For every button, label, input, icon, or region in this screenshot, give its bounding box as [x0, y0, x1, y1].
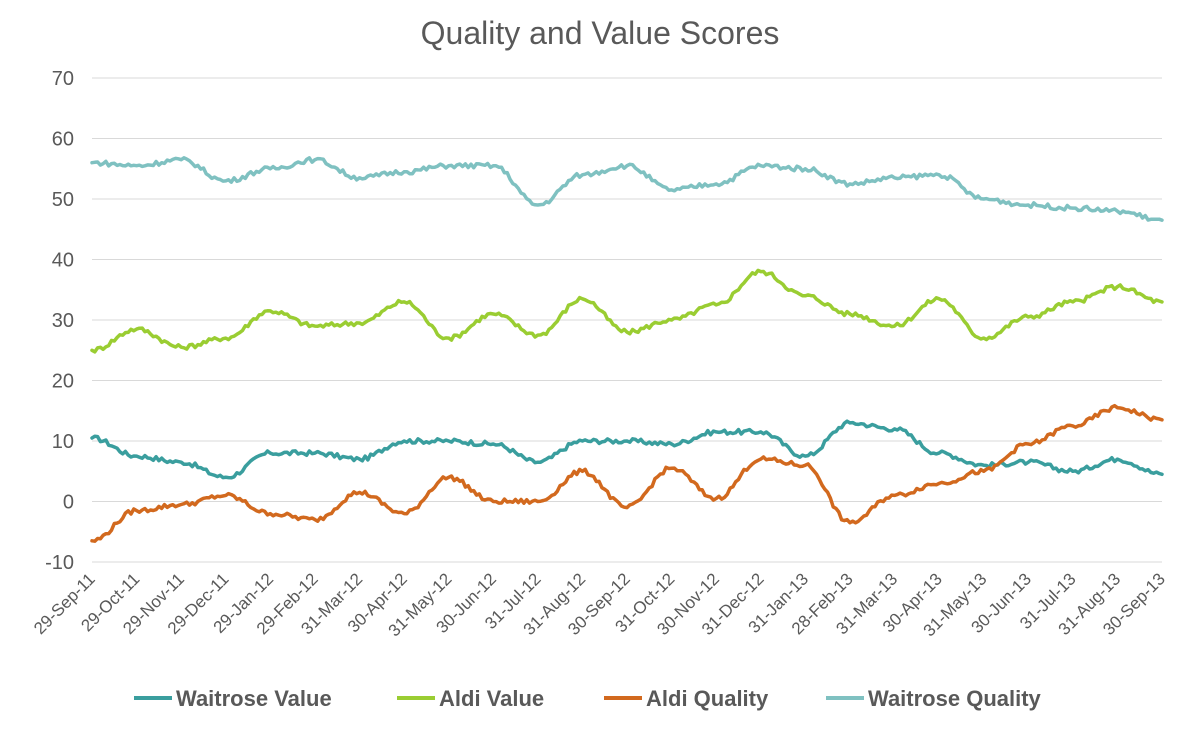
- legend: Waitrose Value Aldi Value Aldi Quality Wait…: [134, 686, 1042, 711]
- chart-title: Quality and Value Scores: [421, 15, 780, 51]
- y-tick-label: 0: [63, 492, 74, 514]
- series-lines: [90, 156, 1164, 543]
- y-tick-label: 70: [52, 68, 74, 90]
- x-axis-ticks: 29-Sep-1129-Oct-1129-Nov-1129-Dec-1129-J…: [30, 569, 1169, 640]
- y-tick-label: 30: [52, 310, 74, 332]
- y-axis-ticks: -10 0 10 20 30 40 50 60 70: [45, 68, 74, 574]
- legend-label: Aldi Value: [439, 686, 544, 711]
- legend-label: Waitrose Value: [176, 686, 332, 711]
- y-tick-label: 40: [52, 250, 74, 272]
- y-tick-label: 20: [52, 371, 74, 393]
- y-tick-label: 50: [52, 189, 74, 211]
- y-tick-label: -10: [45, 552, 74, 574]
- y-tick-label: 10: [52, 431, 74, 453]
- legend-label: Waitrose Quality: [868, 686, 1042, 711]
- series-line: [90, 403, 1164, 543]
- series-line: [90, 156, 1164, 222]
- series-line: [90, 268, 1164, 354]
- series-line: [90, 419, 1164, 480]
- y-tick-label: 60: [52, 129, 74, 151]
- legend-label: Aldi Quality: [646, 686, 769, 711]
- gridlines: [92, 77, 1162, 563]
